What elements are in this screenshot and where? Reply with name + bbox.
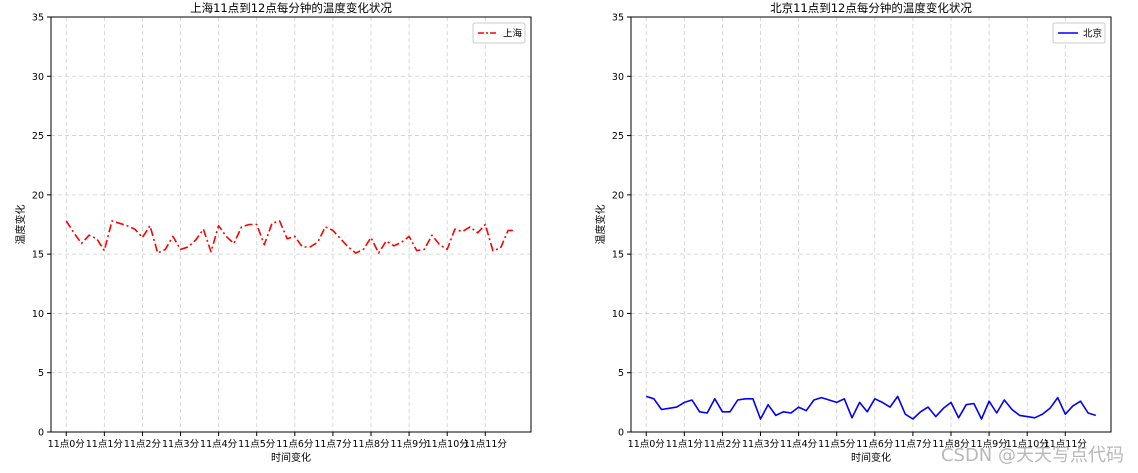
x-tick-label: 11点1分 (666, 439, 704, 450)
x-tick-label: 11点11分 (1044, 439, 1088, 450)
y-tick-label: 35 (612, 13, 624, 24)
x-tick-label: 11点5分 (818, 439, 856, 450)
y-tick-label: 25 (32, 131, 44, 142)
x-tick-label: 11点8分 (352, 439, 390, 450)
x-tick-label: 11点9分 (391, 439, 429, 450)
x-tick-label: 11点9分 (971, 439, 1009, 450)
series-line-上海 (65, 220, 516, 254)
x-tick-label: 11点6分 (276, 439, 314, 450)
chart-title: 北京11点到12点每分钟的温度变化状况 (770, 1, 972, 15)
x-tick-label: 11点2分 (704, 439, 742, 450)
y-tick-label: 35 (32, 13, 44, 24)
x-tick-label: 11点10分 (1006, 439, 1050, 450)
x-tick-label: 11点8分 (932, 439, 970, 450)
x-tick-label: 11点6分 (856, 439, 894, 450)
legend: 北京 (1052, 22, 1106, 44)
series-line-北京 (645, 395, 1097, 420)
legend-box (1052, 22, 1106, 44)
x-tick-label: 11点7分 (314, 439, 352, 450)
x-tick-label: 11点0分 (48, 439, 86, 450)
y-tick-label: 0 (38, 428, 44, 439)
plot-frame (630, 16, 1112, 433)
y-tick-label: 25 (612, 131, 624, 142)
y-tick-label: 15 (612, 250, 624, 261)
x-axis-label: 时间变化 (851, 451, 891, 464)
y-tick-label: 30 (612, 72, 624, 83)
x-tick-label: 11点1分 (86, 439, 124, 450)
legend: 上海 (472, 22, 526, 44)
x-tick-label: 11点2分 (124, 439, 162, 450)
legend-label: 上海 (503, 28, 523, 40)
x-tick-label: 11点4分 (200, 439, 238, 450)
x-tick-label: 11点5分 (238, 439, 276, 450)
y-axis-label: 温度变化 (14, 205, 27, 245)
x-tick-label: 11点7分 (894, 439, 932, 450)
y-tick-label: 10 (32, 309, 44, 320)
x-tick-label: 11点4分 (780, 439, 818, 450)
plot-frame (50, 16, 532, 433)
x-tick-label: 11点10分 (426, 439, 470, 450)
x-tick-label: 11点3分 (162, 439, 200, 450)
x-tick-label: 11点11分 (464, 439, 508, 450)
x-axis-label: 时间变化 (271, 451, 311, 464)
y-tick-label: 5 (618, 368, 624, 379)
legend-box (472, 22, 526, 44)
legend-label: 北京 (1083, 28, 1102, 40)
chart-title: 上海11点到12点每分钟的温度变化状况 (190, 1, 392, 15)
y-axis-label: 温度变化 (594, 205, 607, 245)
watermark-text: CSDN @天天写点代码 (940, 445, 1124, 466)
y-tick-label: 15 (32, 250, 44, 261)
y-tick-label: 20 (612, 190, 624, 201)
y-tick-label: 10 (612, 309, 624, 320)
y-tick-label: 20 (32, 190, 44, 201)
y-tick-label: 5 (38, 368, 44, 379)
x-tick-label: 11点3分 (742, 439, 780, 450)
y-tick-label: 0 (618, 428, 624, 439)
x-tick-label: 11点0分 (628, 439, 666, 450)
y-tick-label: 30 (32, 72, 44, 83)
